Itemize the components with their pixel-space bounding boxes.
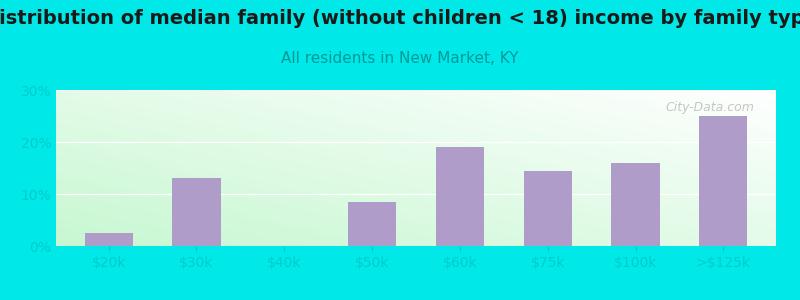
Text: City-Data.com: City-Data.com (666, 101, 754, 114)
Bar (85, 233, 133, 246)
Bar (699, 116, 747, 246)
Text: All residents in New Market, KY: All residents in New Market, KY (282, 51, 518, 66)
Text: Distribution of median family (without children < 18) income by family type: Distribution of median family (without c… (0, 9, 800, 28)
Bar (611, 163, 660, 246)
Bar (172, 178, 221, 246)
Bar (523, 171, 572, 246)
Bar (348, 202, 396, 246)
Bar (436, 147, 484, 246)
